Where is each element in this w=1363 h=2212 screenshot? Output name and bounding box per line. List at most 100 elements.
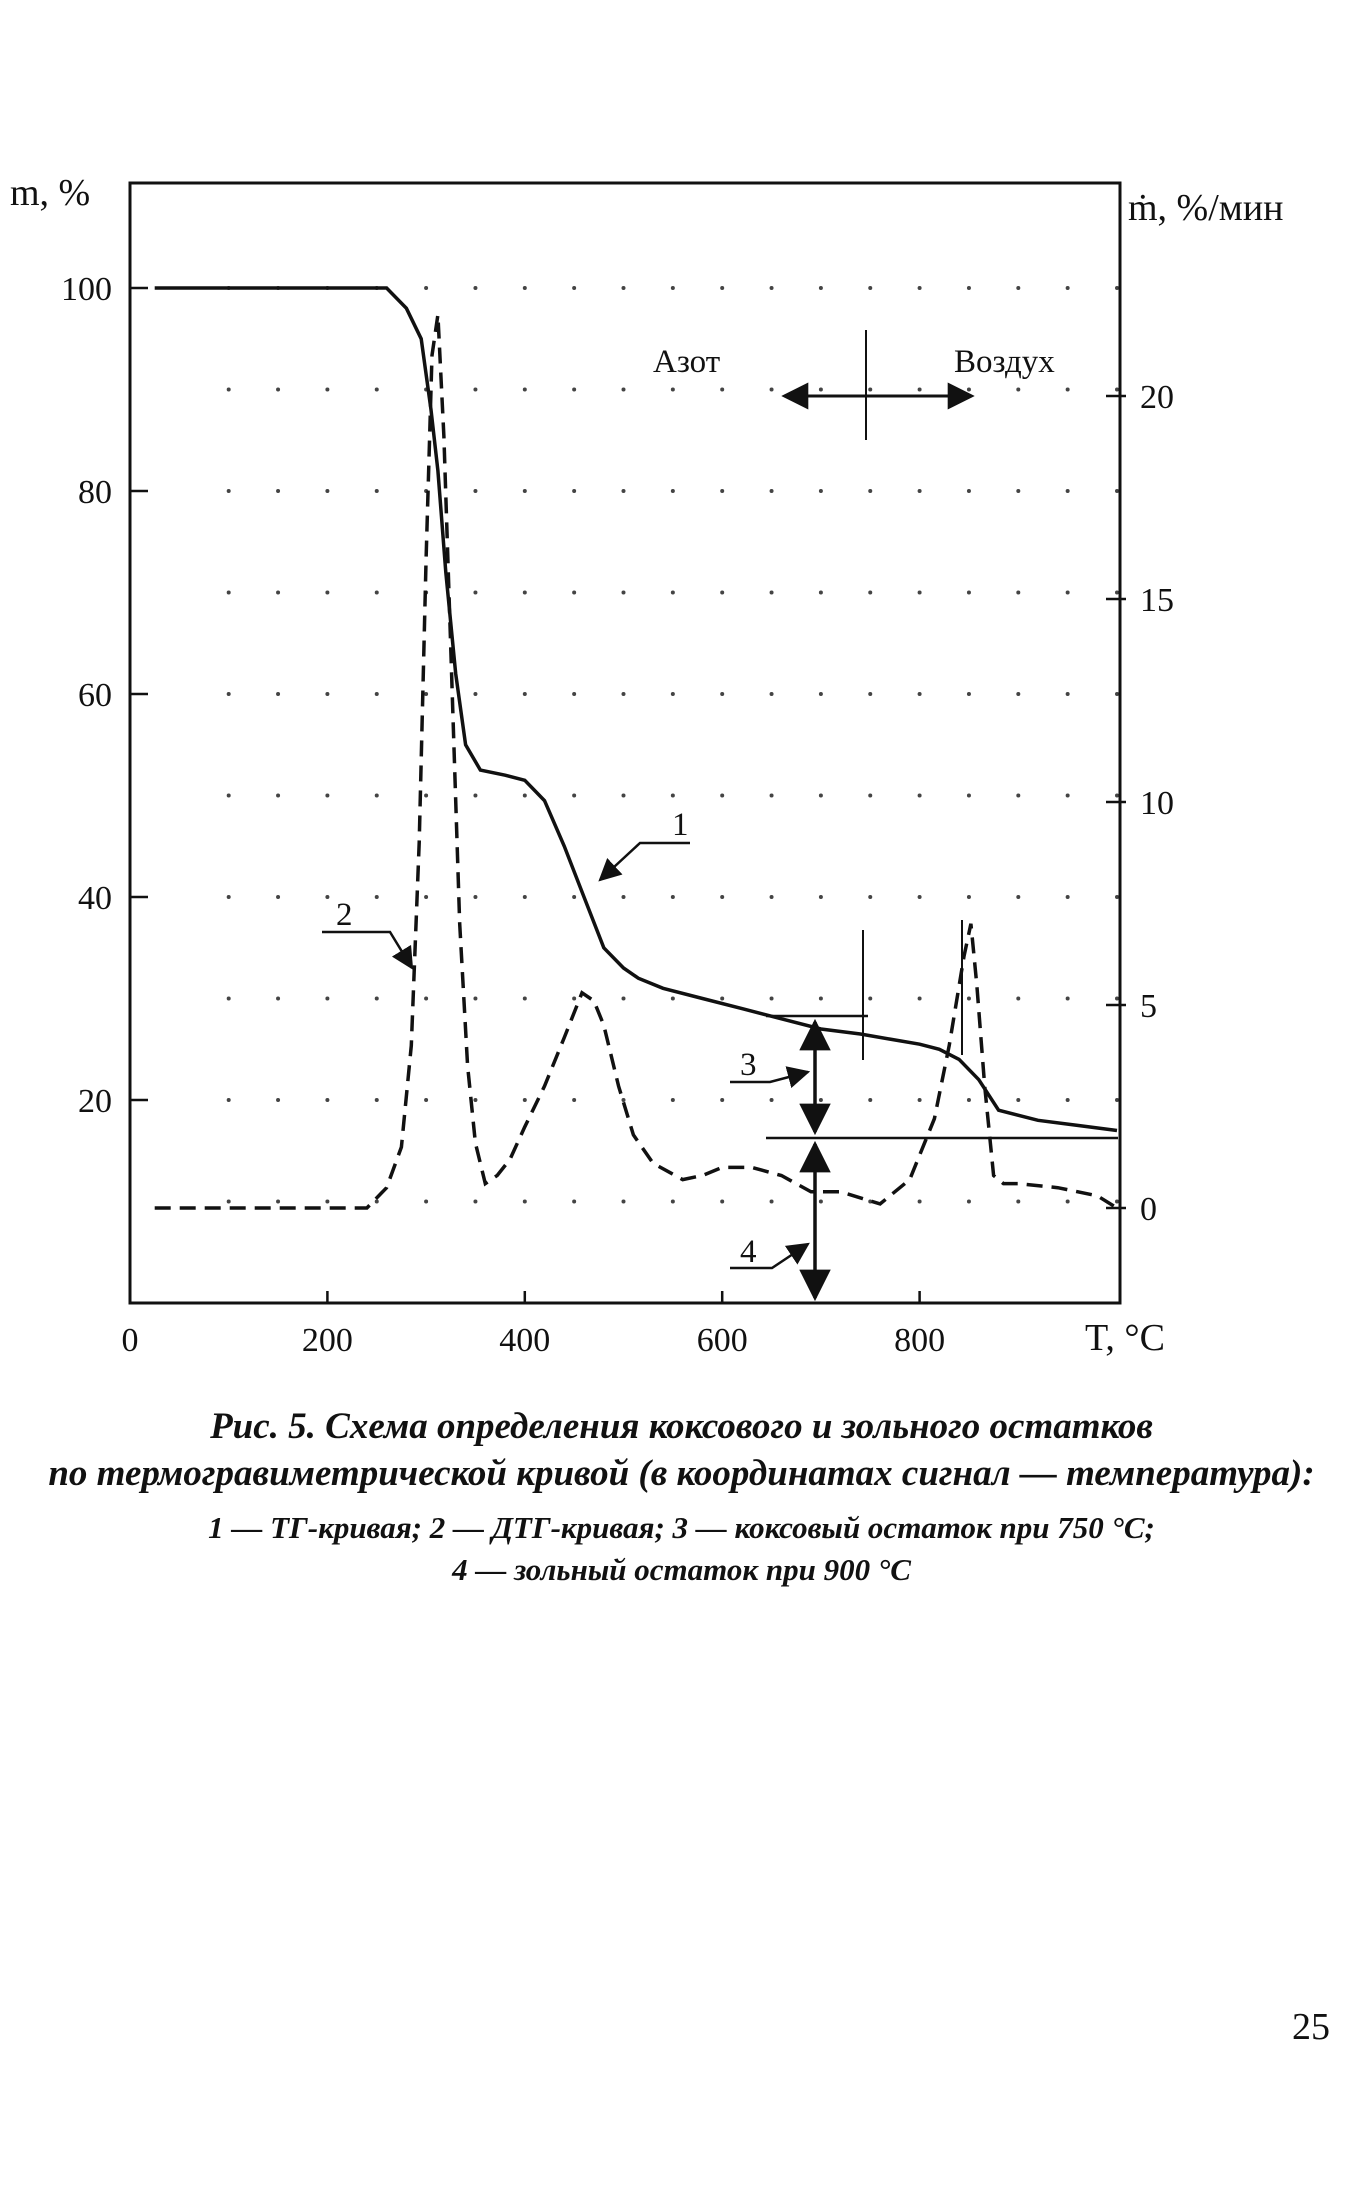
grid-dot — [621, 895, 626, 899]
x-tick-label: 400 — [499, 1322, 550, 1359]
grid-dot — [868, 692, 873, 696]
grid-dot — [818, 692, 823, 696]
axis-ticks: 0 200 400 600 800 20 40 60 80 100 0 5 10 15 20 — [61, 271, 1174, 1359]
grid-dot — [966, 793, 971, 798]
grid-dot — [917, 590, 922, 595]
grid-dot — [325, 692, 330, 696]
grid-dot — [769, 793, 774, 798]
grid-dot — [325, 996, 330, 1001]
grid-dot — [226, 996, 231, 1001]
grid-dot — [1016, 1098, 1021, 1102]
grid-dot — [572, 793, 577, 798]
grid-dot — [276, 1098, 281, 1102]
grid-dot — [621, 489, 626, 493]
grid-dot — [374, 489, 379, 493]
grid-dot — [1115, 793, 1119, 798]
grid-dot — [670, 387, 675, 392]
grid-dot — [572, 1199, 577, 1204]
grid-dot — [1115, 895, 1119, 899]
grid-dot — [1065, 793, 1070, 798]
y-tick-label: 80 — [78, 474, 112, 511]
grid-dot — [226, 793, 231, 798]
y-tick-label: 20 — [78, 1083, 112, 1120]
grid-dot — [473, 793, 478, 798]
y2-tick-label: 15 — [1140, 582, 1174, 619]
grid-dot — [818, 1199, 823, 1204]
grid-dot — [1016, 1199, 1021, 1204]
grid-dot — [818, 996, 823, 1001]
grid-dot — [572, 1098, 577, 1102]
grid-dot — [966, 590, 971, 595]
grid-dot — [1065, 286, 1070, 290]
grid-dot — [868, 1098, 873, 1102]
grid-dot — [1016, 692, 1021, 696]
grid-dot — [522, 793, 527, 798]
plot-frame — [128, 181, 1122, 1305]
grid-dot — [522, 1098, 527, 1102]
grid-dot — [769, 895, 774, 899]
grid-dot — [473, 692, 478, 696]
grid-dot — [818, 286, 823, 290]
grid-dot — [670, 489, 675, 493]
grid-dot — [522, 286, 527, 290]
grid-dot — [966, 1098, 971, 1102]
grid-dot — [572, 996, 577, 1001]
grid-dot — [769, 1098, 774, 1102]
grid-dot — [572, 692, 577, 696]
grid-dot — [966, 895, 971, 899]
grid-dot — [769, 489, 774, 493]
grid-dot — [621, 1098, 626, 1102]
y2-tick-label: 10 — [1140, 785, 1174, 822]
y2-axis-title: ṁ, %/мин — [1128, 187, 1284, 229]
grid-dot — [276, 793, 281, 798]
grid-dot — [868, 895, 873, 899]
grid-dot — [670, 692, 675, 696]
caption-line-3: 1 — ТГ-кривая; 2 — ДТГ-кривая; 3 — коксо… — [208, 1510, 1155, 1545]
callout-4-label: 4 — [740, 1234, 757, 1270]
chart: 0 200 400 600 800 20 40 60 80 100 0 5 10 15 20 m, % ṁ,… — [10, 172, 1284, 1359]
grid-dot — [226, 1199, 231, 1204]
grid-dot — [374, 996, 379, 1001]
caption-line-2: по термогравиметрической кривой (в коорд… — [48, 1453, 1315, 1494]
grid-dot — [1065, 996, 1070, 1001]
grid-dot — [868, 489, 873, 493]
grid-dot — [720, 489, 725, 493]
grid-dot — [473, 590, 478, 595]
grid-dot — [374, 793, 379, 798]
grid-dot — [868, 793, 873, 798]
grid-dot — [917, 286, 922, 290]
grid-dot — [325, 489, 330, 493]
x-axis-title: T, °C — [1085, 1317, 1165, 1359]
grid-dot — [325, 895, 330, 899]
grid-dot — [424, 895, 429, 899]
nitrogen-label: Азот — [653, 344, 720, 380]
grid-dot — [720, 996, 725, 1001]
x-tick-label: 600 — [697, 1322, 748, 1359]
grid-dot — [374, 387, 379, 392]
grid-dot — [818, 387, 823, 392]
grid-dot — [670, 286, 675, 290]
grid-dot — [424, 996, 429, 1001]
grid-dot — [720, 895, 725, 899]
grid-dot — [917, 387, 922, 392]
callout-1-label: 1 — [672, 807, 689, 843]
grid-dot — [1065, 895, 1070, 899]
grid-dot — [621, 793, 626, 798]
callout-2-leader — [322, 930, 414, 970]
y-tick-label: 100 — [61, 271, 112, 308]
grid-dot — [226, 590, 231, 595]
tg-curve — [154, 286, 1118, 1133]
grid-dot — [276, 590, 281, 595]
grid-dot — [818, 590, 823, 595]
grid-dot — [1065, 387, 1070, 392]
grid-dot — [572, 489, 577, 493]
grid-dot — [374, 590, 379, 595]
dtg-curve — [154, 314, 1118, 1210]
grid-dot — [325, 590, 330, 595]
grid-dot — [276, 692, 281, 696]
grid-dot — [325, 1199, 330, 1204]
y2-tick-label: 20 — [1140, 379, 1174, 416]
grid-dot — [917, 1098, 922, 1102]
grid-dot — [769, 996, 774, 1001]
grid-dot — [473, 895, 478, 899]
